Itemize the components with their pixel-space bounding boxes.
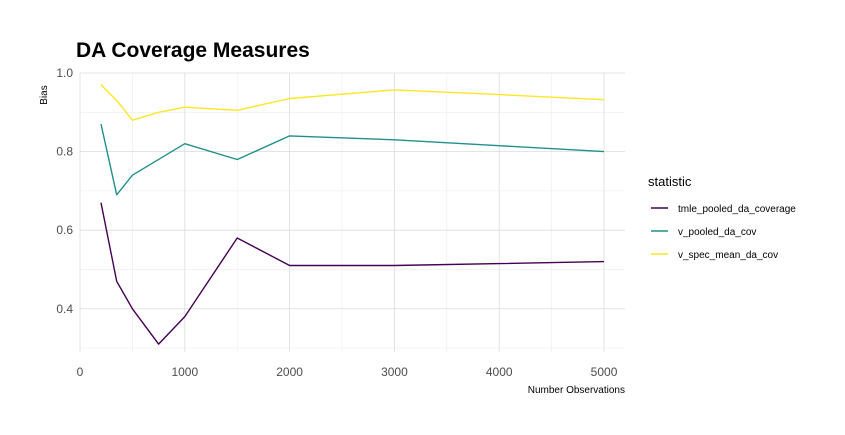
x-axis-title: Number Observations: [528, 385, 625, 396]
legend-title: statistic: [648, 174, 692, 189]
chart-title: DA Coverage Measures: [76, 39, 310, 62]
legend: statistic tmle_pooled_da_coverage v_poole…: [648, 174, 796, 261]
legend-label-v-spec-mean-da-cov: v_spec_mean_da_cov: [678, 250, 778, 261]
y-axis-title: Bias: [39, 85, 50, 104]
minor-gridlines: [80, 73, 625, 352]
x-tick-label: 3000: [381, 365, 408, 379]
y-tick-label: 0.4: [56, 302, 73, 316]
series-line-v-pooled-da-cov: [100, 123, 605, 196]
x-tick-label: 1000: [171, 365, 198, 379]
legend-label-tmle-pooled-da-coverage: tmle_pooled_da_coverage: [678, 204, 796, 215]
series-line-v-spec-mean-da-cov: [100, 84, 605, 121]
x-tick-label: 2000: [276, 365, 303, 379]
major-gridlines: [79, 72, 625, 352]
y-tick-label: 1.0: [56, 66, 73, 80]
tick-labels: 0 1000 2000 3000 4000 5000 0.4 0.6 0.8 1.0: [56, 66, 617, 379]
series-line-tmle-pooled-da-coverage: [100, 202, 605, 345]
x-tick-label: 5000: [591, 365, 618, 379]
x-tick-label: 0: [77, 365, 84, 379]
x-tick-label: 4000: [486, 365, 513, 379]
legend-label-v-pooled-da-cov: v_pooled_da_cov: [678, 227, 756, 238]
series-lines: [100, 84, 605, 345]
y-tick-label: 0.8: [56, 145, 73, 159]
y-tick-label: 0.6: [56, 223, 73, 237]
